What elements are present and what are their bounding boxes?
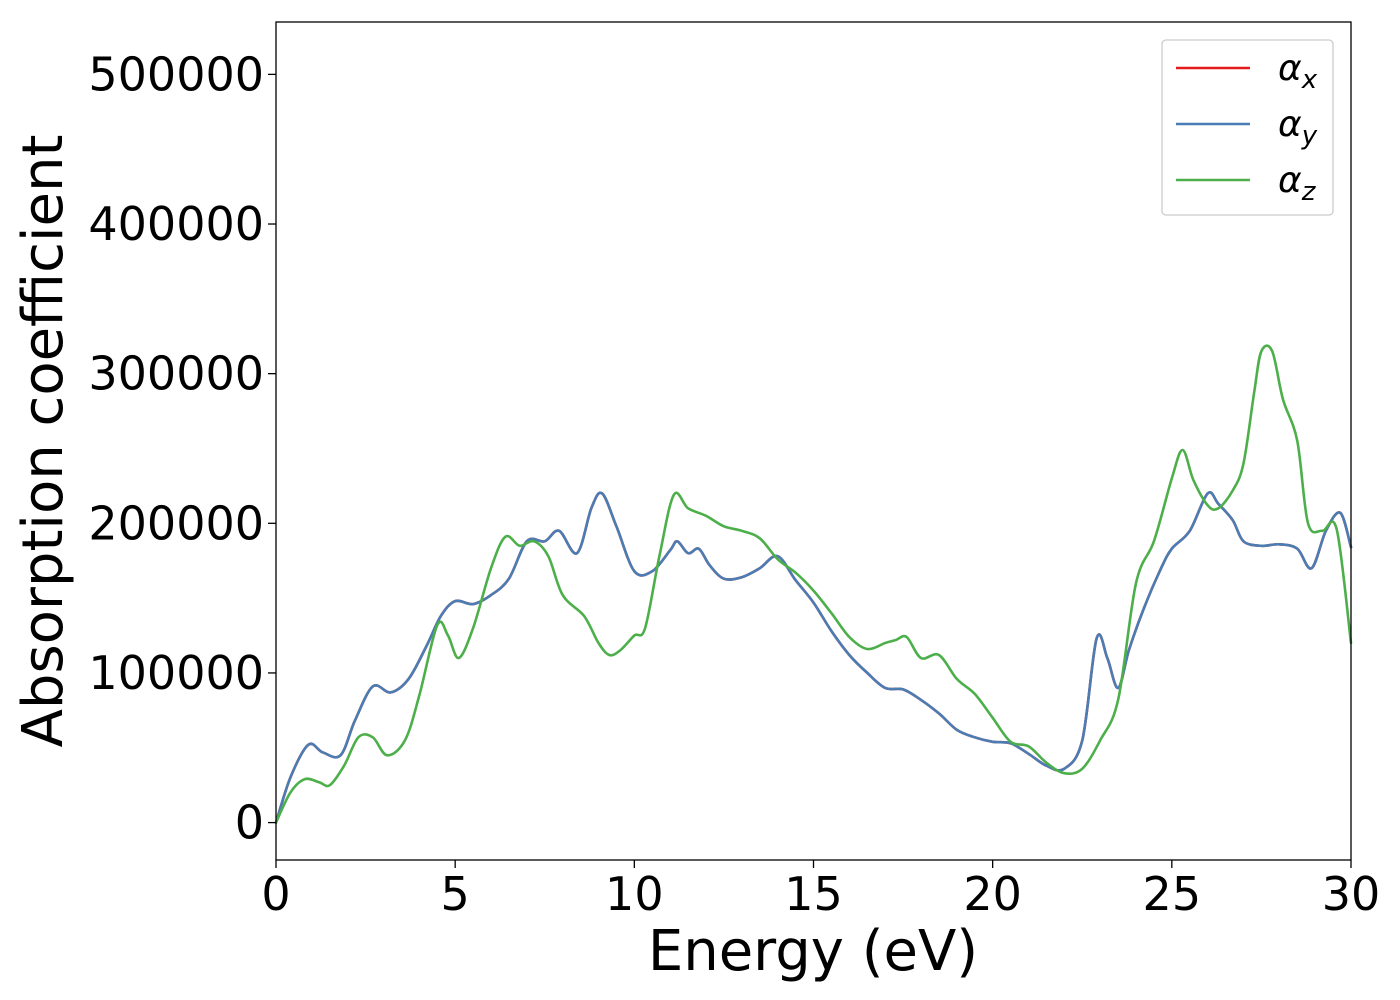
y-tick-label: 0 xyxy=(235,796,264,850)
legend: αx αy αz xyxy=(1161,39,1334,216)
y-tick-label: 400000 xyxy=(88,197,264,251)
series-line-z xyxy=(274,344,1353,824)
x-axis-title: Energy (eV) xyxy=(648,919,978,984)
series-line-x xyxy=(274,491,1353,824)
x-tick-label: 25 xyxy=(1143,867,1202,921)
y-axis: 0 100000 200000 300000 400000 500000 xyxy=(88,47,276,850)
legend-label-z: αz xyxy=(1278,160,1317,207)
x-axis: 0 5 10 15 20 25 30 xyxy=(261,860,1380,921)
x-tick-label: 10 xyxy=(605,867,664,921)
x-tick-label: 30 xyxy=(1322,867,1381,921)
legend-items: αx αy αz xyxy=(1176,48,1318,207)
y-tick-label: 200000 xyxy=(88,496,264,550)
series-layer xyxy=(274,344,1353,824)
legend-label-y: αy xyxy=(1278,104,1318,151)
y-tick-label: 100000 xyxy=(88,646,264,700)
x-tick-label: 20 xyxy=(963,867,1022,921)
x-tick-label: 5 xyxy=(441,867,470,921)
legend-label-x: αx xyxy=(1278,48,1318,95)
x-tick-label: 0 xyxy=(261,867,290,921)
y-tick-label: 300000 xyxy=(88,347,264,401)
series-line-y xyxy=(274,491,1353,824)
y-tick-label: 500000 xyxy=(88,47,264,101)
legend-box xyxy=(1161,39,1334,216)
x-tick-label: 15 xyxy=(784,867,843,921)
y-axis-title: Absorption coefficient xyxy=(11,135,76,748)
